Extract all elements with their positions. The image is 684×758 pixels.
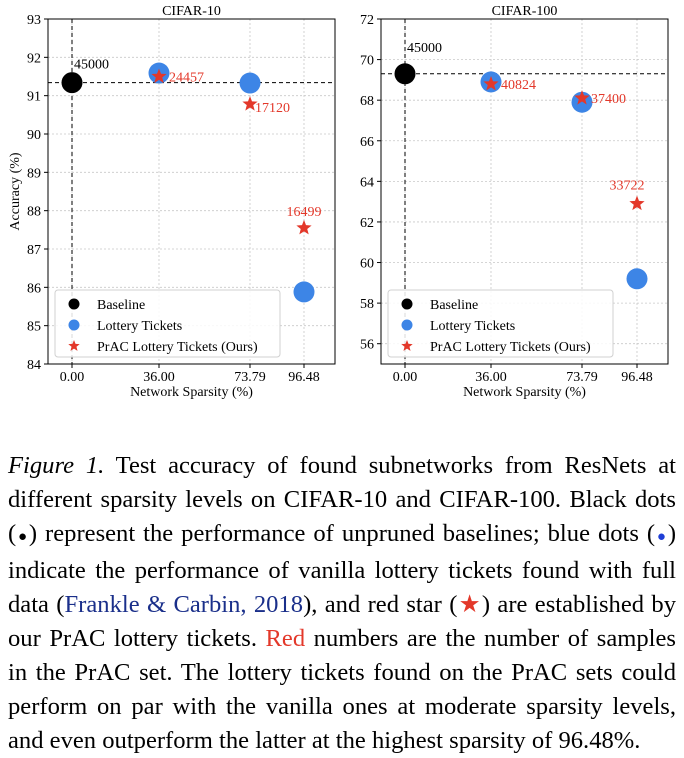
y-tick-label: 64 (360, 175, 374, 190)
caption-text-5: ) are established by our PrAC lottery ti… (8, 590, 676, 652)
prac-star-point (242, 96, 258, 111)
y-tick-label: 93 (27, 13, 41, 28)
x-tick-label: 0.00 (393, 370, 418, 385)
prac-star-point (574, 90, 590, 105)
plot-frame (380, 18, 669, 365)
y-tick-label: 70 (360, 54, 374, 69)
y-tick-label: 88 (27, 205, 41, 220)
y-tick-label: 91 (27, 90, 41, 105)
y-tick-label: 72 (360, 13, 374, 28)
legend-marker (68, 319, 80, 331)
figure-charts: CIFAR-10 84 85 86 87 88 89 90 91 92 93 0.00 36.00 73.… (8, 4, 669, 400)
prac-star-point (151, 68, 167, 83)
lottery-ticket-point (293, 281, 315, 303)
y-tick-label: 90 (27, 128, 41, 143)
y-tick-label: 89 (27, 166, 41, 181)
citation-link[interactable]: Frankle & Carbin, 2018 (64, 590, 304, 618)
caption-text-4: ), and red star ( (303, 590, 458, 618)
prac-star-point (296, 219, 312, 235)
y-tick-label: 84 (27, 358, 41, 373)
legend-box (387, 289, 614, 358)
caption-red-word: Red (265, 624, 306, 652)
caption-text-1: Test accuracy of found subnetworks from … (8, 451, 676, 547)
legend-label: Baseline (97, 298, 145, 313)
y-tick-label: 62 (360, 216, 374, 231)
legend-label: Lottery Tickets (97, 319, 182, 334)
x-tick-label: 73.79 (234, 370, 266, 385)
figure-caption: Figure 1. Test accuracy of found subnetw… (8, 449, 676, 758)
x-tick-label: 96.48 (621, 370, 653, 385)
y-tick-label: 87 (27, 243, 41, 258)
red-star-icon: ★ (457, 590, 482, 618)
y-tick-label: 56 (360, 338, 374, 353)
y-tick-label: 85 (27, 320, 41, 335)
legend-label: Baseline (430, 298, 478, 313)
point-label: 45000 (407, 41, 442, 56)
y-tick-label: 68 (360, 94, 374, 109)
caption-text-3: ) indicate the performance of vanilla lo… (8, 519, 677, 618)
prac-star-point (483, 75, 499, 91)
prac-star-point (629, 195, 645, 211)
x-axis-label: Network Sparsity (%) (463, 385, 586, 400)
legend-label: Lottery Tickets (430, 319, 515, 334)
point-label: 24457 (169, 71, 204, 86)
x-axis-label: Network Sparsity (%) (130, 385, 253, 400)
y-tick-label: 66 (360, 135, 374, 150)
x-tick-label: 73.79 (566, 370, 598, 385)
blue-dot-icon: ● (655, 528, 668, 545)
caption-text-2: ) represent the performance of unpruned … (28, 519, 656, 547)
chart-title: CIFAR-100 (492, 4, 558, 19)
baseline-point (61, 72, 83, 94)
lottery-ticket-point (239, 72, 261, 94)
legend-marker (68, 298, 80, 310)
point-label: 40824 (501, 78, 536, 93)
point-label: 45000 (74, 58, 109, 73)
legend-marker (401, 298, 413, 310)
y-tick-label: 92 (27, 51, 41, 66)
lottery-ticket-point (626, 268, 648, 290)
y-axis-label: Accuracy (%) (8, 152, 23, 230)
y-tick-label: 58 (360, 297, 374, 312)
caption-lead: Figure 1. (8, 451, 105, 479)
legend-box (54, 289, 281, 358)
legend-marker (68, 340, 80, 351)
x-tick-label: 0.00 (60, 370, 85, 385)
point-label: 37400 (591, 92, 626, 107)
black-dot-icon: ● (16, 528, 29, 545)
point-label: 16499 (287, 205, 322, 220)
y-tick-label: 86 (27, 281, 41, 296)
legend-marker (401, 340, 413, 351)
y-tick-label: 60 (360, 257, 374, 272)
x-tick-label: 36.00 (143, 370, 175, 385)
plot-frame (47, 18, 336, 365)
baseline-point (394, 63, 416, 85)
point-label: 17120 (255, 101, 290, 116)
legend-label: PrAC Lottery Tickets (Ours) (430, 340, 591, 355)
x-tick-label: 96.48 (288, 370, 320, 385)
x-tick-label: 36.00 (475, 370, 507, 385)
point-label: 33722 (610, 179, 645, 194)
chart-title: CIFAR-10 (162, 4, 221, 19)
legend-marker (401, 319, 413, 331)
legend-label: PrAC Lottery Tickets (Ours) (97, 340, 258, 355)
